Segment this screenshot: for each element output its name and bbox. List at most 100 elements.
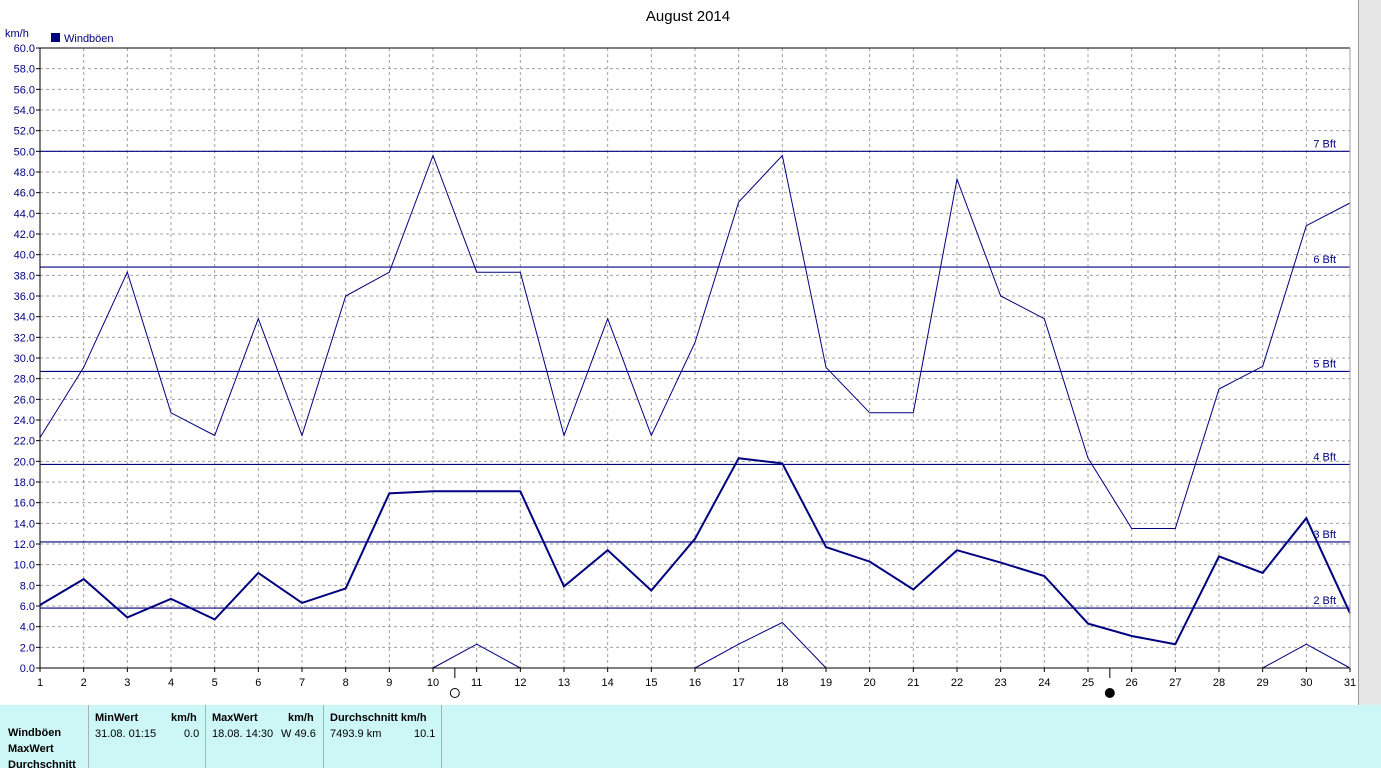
y-tick-label: 56.0 [14,84,35,96]
y-tick-label: 32.0 [14,332,35,344]
stats-panel: Windböen MaxWert Durchschnitt MinWert km… [0,705,1381,771]
x-tick-label: 17 [733,677,745,689]
x-tick-label: 20 [864,677,876,689]
x-tick-label: 9 [386,677,392,689]
beaufort-label: 2 Bft [1313,595,1336,607]
axes: 0.0 2.0 4.0 6.0 8.0 10.0 12.0 14.0 16.0 18.0 20.0 2… [14,43,1357,689]
y-tick-label: 0.0 [20,663,35,675]
y-tick-label: 52.0 [14,126,35,138]
beaufort-label: 4 Bft [1313,451,1336,463]
stats-max-column: MaxWert km/h 18.08. 14:30 W 49.6 [205,705,322,768]
beaufort-label: 7 Bft [1313,138,1336,150]
stats-max-value: W 49.6 [281,728,316,740]
y-tick-label: 8.0 [20,580,35,592]
y-tick-label: 54.0 [14,105,35,117]
stats-min-value: 0.0 [184,728,200,740]
x-tick-label: 31 [1344,677,1356,689]
x-tick-label: 21 [907,677,919,689]
y-tick-label: 48.0 [14,167,35,179]
y-tick-label: 10.0 [14,560,35,572]
x-tick-label: 23 [995,677,1007,689]
x-tick-label: 7 [299,677,305,689]
x-tick-label: 26 [1126,677,1138,689]
x-tick-label: 27 [1169,677,1181,689]
x-tick-label: 14 [602,677,614,689]
x-tick-label: 24 [1038,677,1050,689]
y-tick-label: 34.0 [14,312,35,324]
y-tick-label: 4.0 [20,622,35,634]
x-tick-label: 5 [212,677,218,689]
y-tick-label: 40.0 [14,250,35,262]
x-tick-label: 1 [37,677,43,689]
legend-swatch [51,33,60,42]
x-tick-label: 6 [255,677,261,689]
moon-phases [449,668,1115,698]
x-tick-label: 30 [1300,677,1312,689]
y-tick-label: 36.0 [14,291,35,303]
x-tick-label: 16 [689,677,701,689]
stats-row-label-durchschnitt: Durchschnitt [8,759,76,771]
beaufort-label: 3 Bft [1313,529,1336,541]
x-tick-label: 15 [645,677,657,689]
series-line-avg [39,457,1351,646]
stats-max-date: 18.08. 14:30 [212,728,274,740]
x-tick-label: 4 [168,677,174,689]
chart-title: August 2014 [646,8,730,25]
y-tick-label: 60.0 [14,43,35,55]
x-tick-label: 19 [820,677,832,689]
y-tick-label: 28.0 [14,374,35,386]
stats-min-header: MinWert [95,712,139,724]
y-tick-label: 58.0 [14,64,35,76]
chart-canvas: August 2014 km/h Windböen 2 Bft 3 Bft 4 Bf… [5,8,1357,698]
y-tick-label: 18.0 [14,477,35,489]
stats-min-column: MinWert km/h 31.08. 01:15 0.0 [88,705,205,768]
stats-avg-header: Durchschnitt km/h [330,712,427,724]
beaufort-label: 6 Bft [1313,254,1336,266]
stats-row-label-maxwert: MaxWert [8,743,54,755]
y-tick-label: 20.0 [14,456,35,468]
series-line-max [39,154,1351,529]
y-tick-label: 2.0 [20,642,35,654]
right-scroll-strip [1358,0,1381,705]
full-moon-icon [449,688,460,698]
legend-label: Windböen [64,33,114,45]
series-line-min [1262,643,1351,669]
series-line-min [694,621,827,669]
stats-max-unit: km/h [288,712,314,724]
y-tick-label: 46.0 [14,188,35,200]
y-tick-label: 38.0 [14,270,35,282]
y-tick-label: 6.0 [20,601,35,613]
x-tick-label: 29 [1257,677,1269,689]
stats-avg-value: 10.1 [414,728,436,740]
x-tick-label: 12 [514,677,526,689]
stats-min-unit: km/h [171,712,197,724]
x-tick-label: 10 [427,677,439,689]
x-tick-label: 3 [124,677,130,689]
y-tick-label: 22.0 [14,436,35,448]
beaufort-reference-lines: 2 Bft 3 Bft 4 Bft 5 Bft 6 Bft 7 Bft [40,138,1350,609]
grid [40,48,1350,668]
y-tick-label: 44.0 [14,208,35,220]
new-moon-icon [1104,688,1115,698]
x-tick-label: 8 [343,677,349,689]
stats-avg-column: Durchschnitt km/h 7493.9 km 10.1 [323,705,442,768]
y-tick-label: 42.0 [14,229,35,241]
stats-row-label-windboeen: Windböen [8,727,62,739]
x-tick-label: 13 [558,677,570,689]
y-tick-label: 50.0 [14,146,35,158]
y-tick-label: 16.0 [14,498,35,510]
series-line-min [432,643,521,669]
x-tick-label: 28 [1213,677,1225,689]
y-tick-label: 30.0 [14,353,35,365]
y-axis-unit-label: km/h [5,28,29,40]
x-tick-label: 22 [951,677,963,689]
x-tick-label: 18 [776,677,788,689]
x-tick-label: 11 [471,677,482,689]
y-tick-label: 26.0 [14,394,35,406]
beaufort-label: 5 Bft [1313,358,1336,370]
stats-avg-distance: 7493.9 km [330,728,382,740]
series-lines [39,154,1351,669]
x-tick-label: 2 [81,677,87,689]
x-tick-label: 25 [1082,677,1094,689]
stats-min-date: 31.08. 01:15 [95,728,157,740]
